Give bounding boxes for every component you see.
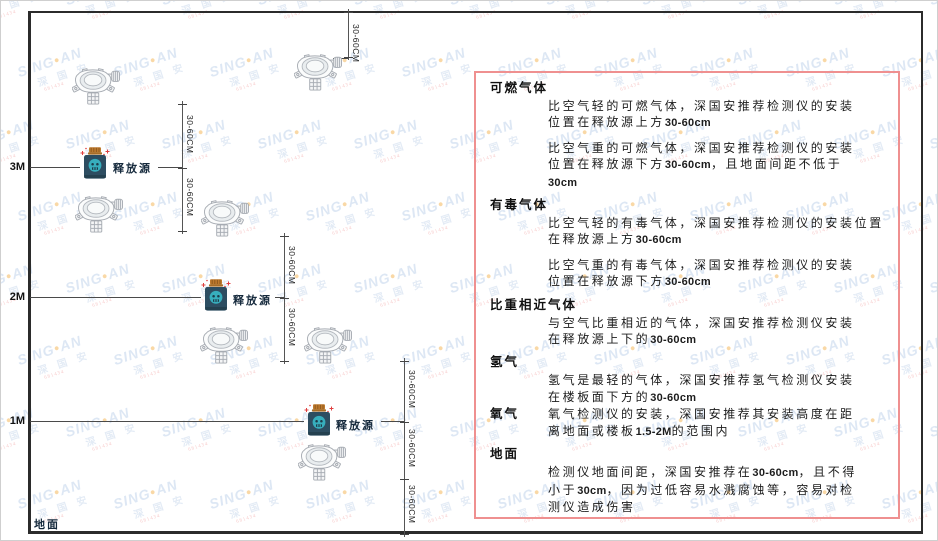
dimension-tick: [400, 479, 409, 480]
release-source-icon: [201, 278, 231, 312]
dimension-tick: [280, 298, 289, 299]
panel-paragraph: 氢气是最轻的气体，深国安推荐氢气检测仪安装 在楼板面下方的30-60cm: [548, 372, 886, 406]
panel-paragraph: 氧气检测仪的安装，深国安推荐其安装高度在距 离地面或楼板1.5-2M的范围内: [548, 406, 886, 440]
release-source-label: 释放源: [113, 163, 152, 175]
dimension-tick: [280, 236, 289, 237]
panel-text-line: 位置在释放源下方30-60cm: [548, 274, 711, 289]
dimension-label: 30-60CM: [407, 429, 417, 468]
ground-label: 地面: [34, 519, 60, 531]
dimension-label: 30-60CM: [287, 246, 297, 285]
release-source-icon: [80, 146, 110, 180]
panel-text-line: 小于30cm，因为过低容易水溅腐蚀等，容易对检: [548, 482, 855, 497]
height-line-2m: [30, 297, 201, 298]
gas-detector-icon: [201, 200, 249, 237]
connector-2m: [275, 297, 284, 298]
panel-section: 比重相近气体与空气比重相近的气体，深国安推荐检测仪安装 在释放源上下的30-60c…: [490, 298, 886, 349]
dimension-tick: [400, 361, 409, 362]
panel-text-line: 比空气重的有毒气体，深国安推荐检测仪的安装: [548, 257, 855, 272]
section-heading: 氧气: [490, 407, 520, 422]
panel-section: 氧气 氧气检测仪的安装，深国安推荐其安装高度在距 离地面或楼板1.5-2M的范围内: [490, 406, 886, 440]
dimension-tick: [344, 12, 353, 13]
height-line-3m: [30, 167, 80, 168]
panel-text-line: 与空气比重相近的气体，深国安推荐检测仪安装: [548, 315, 855, 330]
section-heading: 可燃气体: [490, 81, 549, 95]
section-heading: 氢气: [490, 355, 520, 370]
gas-detector-icon: [304, 327, 352, 364]
dimension-tick: [280, 361, 289, 362]
dimension-line-ceiling: [344, 9, 353, 60]
panel-paragraph: 比空气重的有毒气体，深国安推荐检测仪的安装 位置在释放源下方30-60cm: [548, 257, 886, 291]
dimension-label: 30-60CM: [351, 24, 361, 63]
dimension-label: 30-60CM: [185, 115, 195, 154]
panel-text-line: 在释放源上方30-60cm: [548, 232, 682, 247]
panel-section: 氢气氢气是最轻的气体，深国安推荐氢气检测仪安装 在楼板面下方的30-60cm: [490, 355, 886, 406]
panel-text-line: 30cm: [548, 176, 578, 189]
height-mark-1m: 1M: [9, 415, 25, 427]
panel-text-line: 位置在释放源下方30-60cm，且地面间距不低于: [548, 157, 843, 172]
panel-text-line: 比空气轻的有毒气体，深国安推荐检测仪的安装位置: [548, 216, 884, 231]
panel-paragraph: 与空气比重相近的气体，深国安推荐检测仪安装 在释放源上下的30-60cm: [548, 315, 886, 349]
panel-section: 地面检测仪地面间距，深国安推荐在30-60cm，且不得 小于30cm，因为过低容易…: [490, 447, 886, 515]
panel-text-line: 检测仪地面间距，深国安推荐在30-60cm，且不得: [548, 465, 857, 480]
connector-1m: [381, 421, 404, 422]
panel-paragraph: 检测仪地面间距，深国安推荐在30-60cm，且不得 小于30cm，因为过低容易水溅…: [548, 464, 886, 515]
dimension-line-2m: [280, 233, 289, 364]
gas-detector-icon: [200, 327, 248, 364]
panel-text-line: 比空气重的可燃气体，深国安推荐检测仪的安装: [548, 140, 855, 155]
panel-section: 可燃气体比空气轻的可燃气体，深国安推荐检测仪的安装 位置在释放源上方30-60cm…: [490, 81, 886, 191]
gas-detector-icon: [294, 54, 342, 91]
panel-text-line: 测仪造成伤害: [548, 499, 636, 514]
panel-text-line: 氧气检测仪的安装，深国安推荐其安装高度在距: [548, 407, 855, 422]
gas-detector-icon: [72, 68, 120, 105]
height-mark-3m: 3M: [9, 161, 25, 173]
dimension-tick: [178, 231, 187, 232]
dimension-label: 30-60CM: [185, 178, 195, 217]
dimension-tick: [178, 104, 187, 105]
dimension-line-3m: [178, 101, 187, 234]
panel-text-line: 氢气是最轻的气体，深国安推荐氢气检测仪安装: [548, 373, 855, 388]
gas-detector-icon: [298, 444, 346, 481]
height-line-1m: [30, 421, 304, 422]
release-source-icon: [304, 403, 334, 437]
dimension-label: 30-60CM: [407, 485, 417, 524]
section-heading: 比重相近气体: [490, 297, 578, 312]
panel-text-line: 离地面或楼板1.5-2M的范围内: [548, 423, 731, 438]
dimension-tick: [400, 534, 409, 535]
panel-paragraph: 比空气轻的可燃气体，深国安推荐检测仪的安装 位置在释放源上方30-60cm: [548, 98, 886, 132]
gas-detector-icon: [75, 196, 123, 233]
panel-section: 有毒气体比空气轻的有毒气体，深国安推荐检测仪的安装位置 在释放源上方30-60cm…: [490, 198, 886, 291]
panel-text-line: 位置在释放源上方30-60cm: [548, 115, 711, 130]
panel-paragraph: 比空气轻的有毒气体，深国安推荐检测仪的安装位置 在释放源上方30-60cm: [548, 215, 886, 249]
dimension-label: 30-60CM: [407, 370, 417, 409]
connector-3m: [158, 167, 182, 168]
height-mark-2m: 2M: [9, 291, 25, 303]
section-heading: 地面: [490, 447, 520, 462]
panel-text-line: 比空气轻的可燃气体，深国安推荐检测仪的安装: [548, 99, 855, 113]
release-source-label: 释放源: [233, 295, 272, 307]
section-heading: 有毒气体: [490, 198, 549, 213]
panel-text-line: 在楼板面下方的30-60cm: [548, 389, 697, 404]
dimension-tick: [178, 168, 187, 169]
release-source-label: 释放源: [336, 420, 375, 432]
info-panel: 可燃气体比空气轻的可燃气体，深国安推荐检测仪的安装 位置在释放源上方30-60cm…: [474, 71, 900, 519]
dimension-line-1m: [400, 358, 409, 537]
dimension-label: 30-60CM: [287, 308, 297, 347]
room-outline: [28, 11, 923, 534]
panel-paragraph: 比空气重的可燃气体，深国安推荐检测仪的安装 位置在释放源下方30-60cm，且地面…: [548, 140, 886, 191]
dimension-tick: [400, 422, 409, 423]
panel-text-line: 在释放源上下的30-60cm: [548, 332, 697, 347]
dimension-tick: [344, 57, 353, 58]
